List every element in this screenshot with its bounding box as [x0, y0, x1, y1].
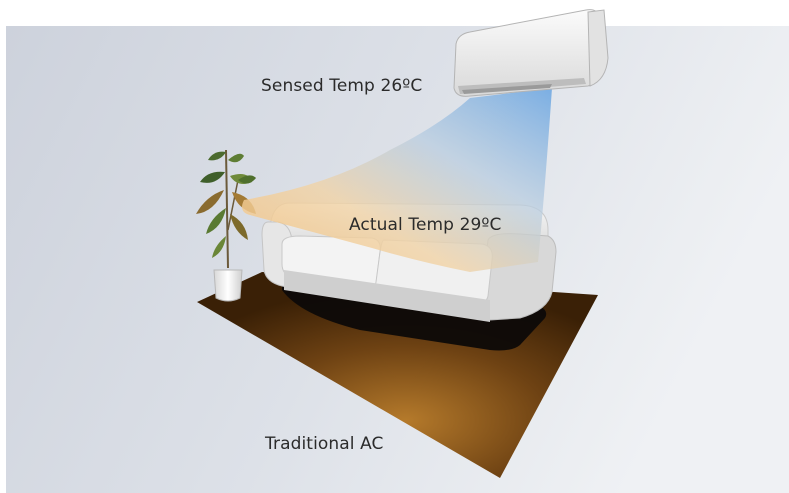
actual-temp-label: Actual Temp 29ºC: [349, 215, 502, 235]
airflow-beam: [242, 88, 552, 272]
sensed-temp-label: Sensed Temp 26ºC: [261, 76, 423, 96]
air-conditioner-icon: [453, 9, 609, 97]
diagram-caption: Traditional AC: [265, 434, 384, 454]
